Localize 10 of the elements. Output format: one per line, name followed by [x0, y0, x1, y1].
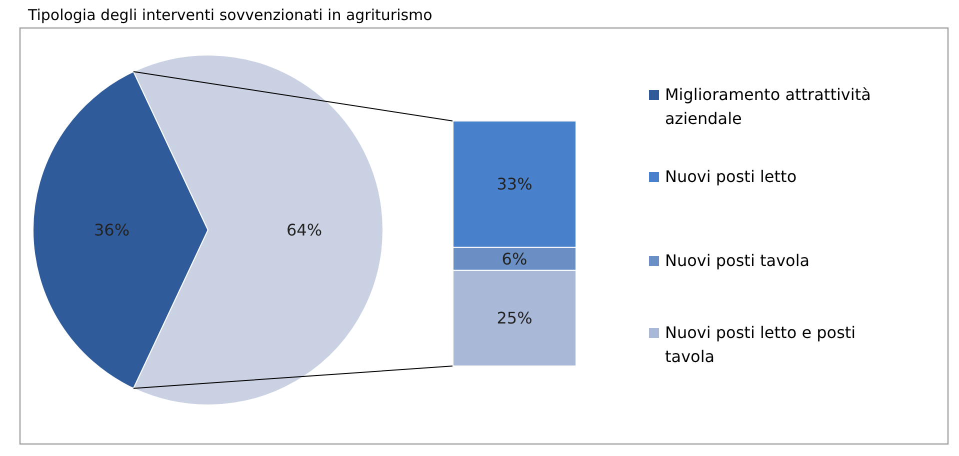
legend-label: Nuovi posti tavola — [665, 251, 810, 270]
chart-title: Tipologia degli interventi sovvenzionati in agriturismo — [27, 6, 432, 24]
legend-label: Nuovi posti letto e posti tavola — [665, 323, 856, 366]
data-label: 33% — [496, 174, 532, 194]
data-label: 6% — [502, 249, 528, 268]
data-label: 36% — [94, 220, 130, 240]
data-label: 64% — [286, 220, 322, 240]
data-label: 25% — [496, 308, 532, 328]
text: Nuovi posti letto — [665, 167, 797, 186]
legend-label: Miglioramento attrattività aziendale — [665, 85, 871, 128]
